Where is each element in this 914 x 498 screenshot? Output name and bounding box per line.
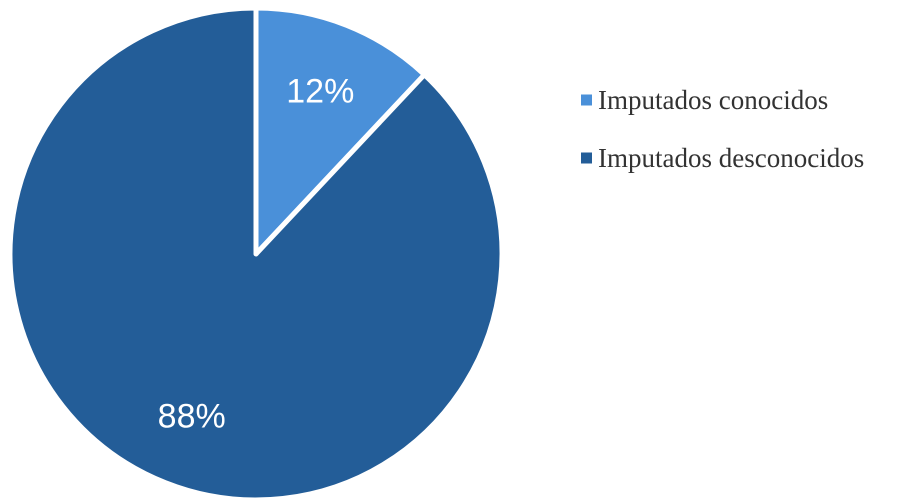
pie-slice-2 xyxy=(7,5,505,498)
legend-label-2: Imputados desconocidos xyxy=(598,143,864,173)
slice-labels-layer: 12% 88% xyxy=(158,73,355,436)
legend-swatch-2 xyxy=(581,152,592,164)
pie-slice-1 xyxy=(253,5,427,257)
legend-swatch-1 xyxy=(581,94,592,106)
legend-label-1: Imputados conocidos xyxy=(598,85,828,115)
slice-value-label-2: 88% xyxy=(158,397,226,435)
slice-value-label-1: 12% xyxy=(286,73,354,111)
legend: Imputados conocidos Imputados desconocido… xyxy=(581,85,864,173)
slices-layer xyxy=(7,5,505,498)
